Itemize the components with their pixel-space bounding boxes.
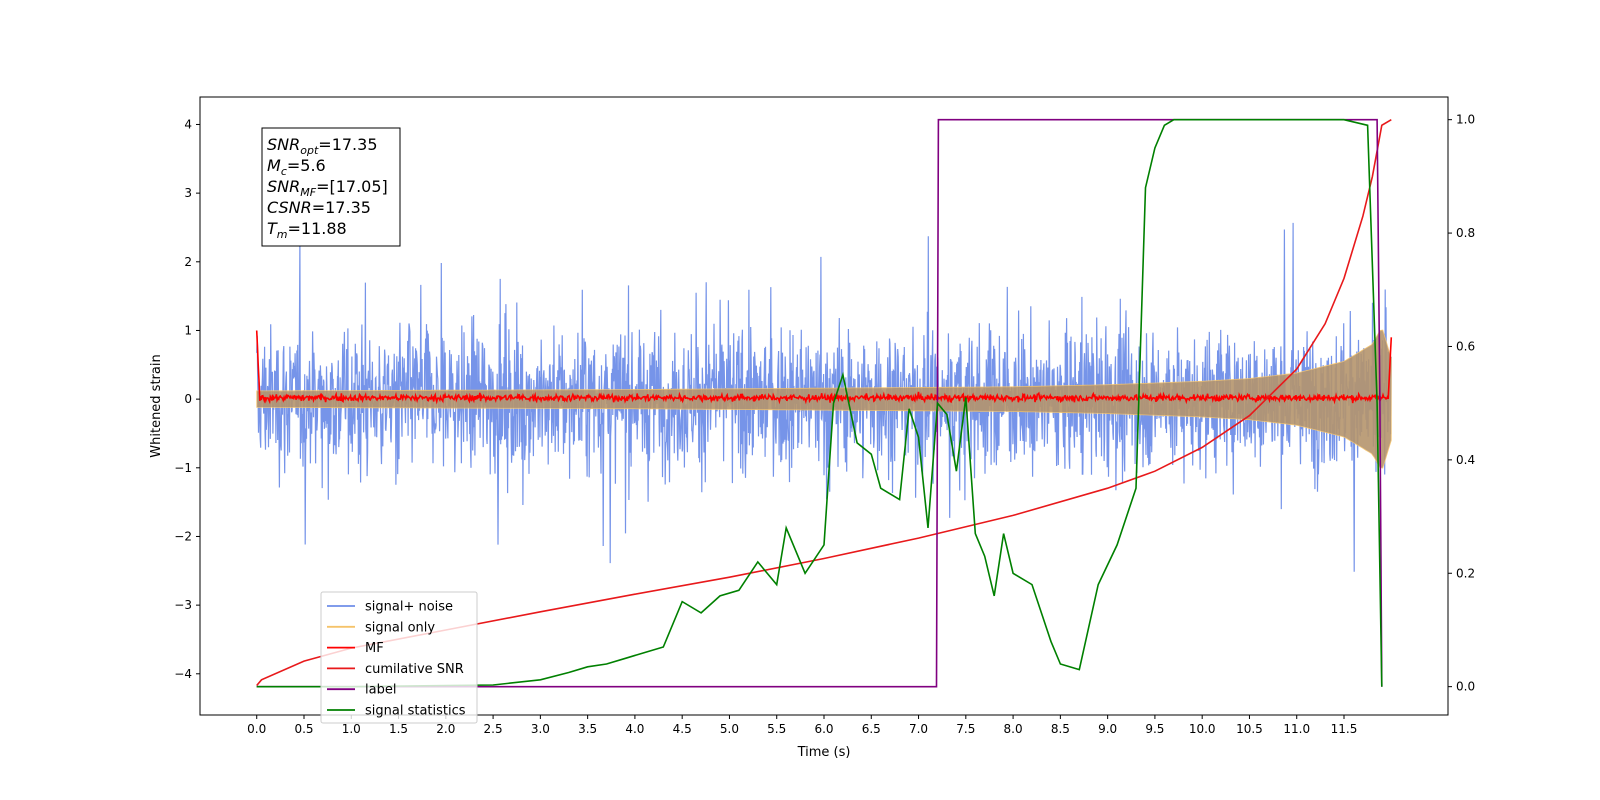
annotation-var: T (267, 219, 278, 238)
series-mf (255, 330, 1393, 405)
legend-frame (320, 591, 478, 724)
annotation-frame (261, 127, 401, 247)
annotation-line: SNRopt=17.35 (267, 135, 378, 157)
x-tick-label: 4.5 (673, 722, 692, 736)
x-tick-label: 3.5 (578, 722, 597, 736)
legend-entry: signal only (365, 620, 435, 635)
annotation-line: CSNR=17.35 (267, 198, 371, 217)
y-axis-label: Whitened strain (149, 354, 164, 457)
legend-entry: cumilative SNR (365, 662, 464, 677)
annotation-var: SNR (267, 177, 300, 196)
x-tick-label: 5.5 (767, 722, 786, 736)
x-axis-label: Time (s) (797, 745, 851, 760)
y-tick-label: −2 (174, 529, 192, 543)
x-tick-label: 7.5 (956, 722, 975, 736)
x-tick-label: 6.0 (814, 722, 833, 736)
y-right-tick-label: 1.0 (1456, 113, 1475, 127)
annotation-value: =5.6 (287, 156, 326, 175)
y-tick-label: −3 (174, 598, 192, 612)
y-tick-label: 1 (184, 323, 192, 337)
legend-entry: signal+ noise (365, 600, 453, 615)
legend-entry: signal statistics (365, 704, 466, 719)
annotation-sub: c (281, 165, 287, 178)
x-tick-label: 9.0 (1098, 722, 1117, 736)
annotation-line: Tm=11.88 (267, 219, 347, 241)
y-tick-label: 0 (184, 392, 192, 406)
x-axis: 0.0 0.5 1.0 1.5 2.0 2.5 3.0 3.5 4.0 4.5 5.0 5.5 6.0 6… (247, 715, 1357, 736)
y-tick-label: −1 (174, 461, 192, 475)
annotation-box: SNRopt=17.35Mc=5.6SNRMF=[17.05]CSNR=17.3… (261, 127, 401, 247)
series-layer (255, 118, 1393, 688)
annotation-var: SNR (267, 135, 300, 154)
x-tick-label: 11.5 (1331, 722, 1358, 736)
x-tick-label: 7.0 (909, 722, 928, 736)
series-signal-statistics (256, 118, 1383, 688)
y-tick-label: −4 (174, 667, 192, 681)
annotation-value: =17.35 (318, 135, 377, 154)
annotation-line: SNRMF=[17.05] (267, 177, 388, 199)
x-tick-label: 9.5 (1145, 722, 1164, 736)
annotation-sub: m (277, 228, 288, 241)
annotation-sub: MF (300, 186, 316, 199)
x-tick-label: 4.0 (625, 722, 644, 736)
x-tick-label: 3.0 (531, 722, 550, 736)
x-tick-label: 10.0 (1189, 722, 1216, 736)
y-right-tick-label: 0.4 (1456, 453, 1475, 467)
series-label (256, 118, 1383, 688)
x-tick-label: 8.0 (1004, 722, 1023, 736)
x-tick-label: 2.5 (484, 722, 503, 736)
y-tick-label: 2 (184, 255, 192, 269)
x-tick-label: 0.0 (247, 722, 266, 736)
series-signal-only (256, 329, 1392, 469)
y-tick-label: 3 (184, 186, 192, 200)
x-tick-label: 10.5 (1236, 722, 1263, 736)
legend-entry: label (365, 683, 396, 698)
y-tick-label: 4 (184, 117, 192, 131)
annotation-value: =11.88 (288, 219, 347, 238)
x-tick-label: 11.0 (1283, 722, 1310, 736)
x-tick-label: 8.5 (1051, 722, 1070, 736)
y-right-tick-label: 0.6 (1456, 339, 1475, 353)
x-tick-label: 0.5 (294, 722, 313, 736)
annotation-var: CSNR (267, 198, 312, 217)
x-tick-label: 1.5 (389, 722, 408, 736)
legend: signal+ noise signal only MF cumilative SNR… (320, 591, 478, 724)
legend-entry: MF (365, 641, 384, 656)
y-right-tick-label: 0.8 (1456, 226, 1475, 240)
y-axis-left: −4 −3 −2 −1 0 1 2 3 4 (174, 117, 200, 681)
x-tick-label: 2.0 (436, 722, 455, 736)
annotation-var: M (267, 156, 281, 175)
y-right-tick-label: 0.0 (1456, 680, 1475, 694)
annotation-value: =[17.05] (316, 177, 388, 196)
annotation-value: =17.35 (312, 198, 371, 217)
annotation-line: Mc=5.6 (267, 156, 326, 178)
annotation-sub: opt (300, 144, 319, 157)
y-axis-right: 0.0 0.2 0.4 0.6 0.8 1.0 (1448, 113, 1475, 694)
x-tick-label: 1.0 (342, 722, 361, 736)
x-tick-label: 6.5 (862, 722, 881, 736)
x-tick-label: 5.0 (720, 722, 739, 736)
y-right-tick-label: 0.2 (1456, 566, 1475, 580)
